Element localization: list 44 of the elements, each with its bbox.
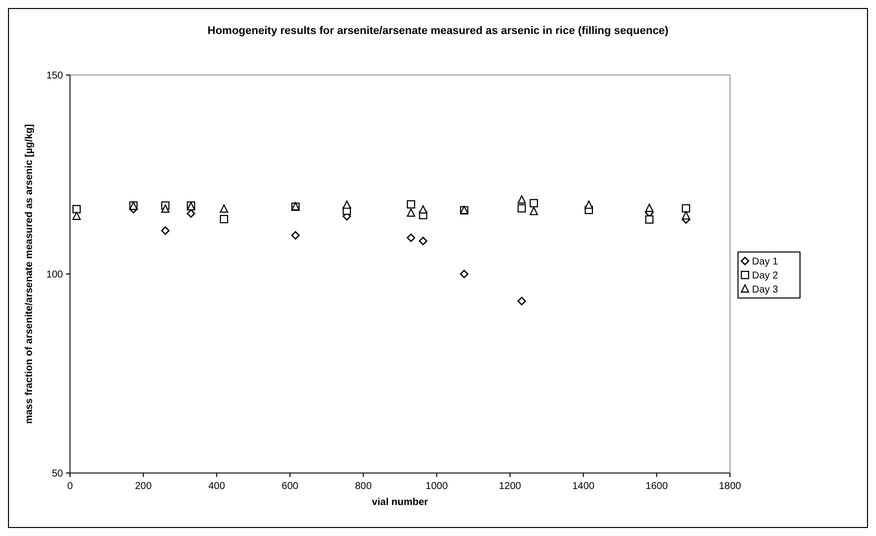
- point: [530, 199, 538, 208]
- legend-label: Day 2: [752, 270, 779, 282]
- point: [161, 204, 170, 213]
- point: [72, 204, 81, 214]
- point: [291, 231, 300, 240]
- x-tick-label: 600: [282, 481, 299, 492]
- point: [406, 208, 416, 217]
- point: [220, 214, 228, 224]
- point: [418, 236, 428, 246]
- legend-label: Day 1: [752, 256, 779, 268]
- y-tick-label: 150: [46, 70, 64, 82]
- point: [418, 205, 428, 214]
- point: [645, 215, 654, 224]
- point: [518, 204, 526, 212]
- point: [517, 296, 526, 306]
- chart-title: Homogeneity results for arsenite/arsenate measured as arsenic in rice (filling sequence): [208, 25, 669, 37]
- x-tick-label: 400: [208, 481, 226, 492]
- point: [584, 200, 593, 209]
- point: [406, 200, 416, 208]
- point: [682, 204, 690, 212]
- x-tick-label: 800: [354, 481, 372, 492]
- point: [682, 211, 690, 220]
- x-tick-label: 200: [134, 481, 152, 492]
- x-axis-title: vial number: [372, 497, 428, 508]
- x-tick-label: 1200: [498, 481, 522, 492]
- x-tick-label: 0: [67, 481, 74, 492]
- point: [342, 200, 351, 209]
- point: [460, 270, 468, 278]
- point: [406, 234, 416, 242]
- y-axis-title: mass fraction of arsenite/arsenate measured as arsenic [µg/kg]: [24, 124, 35, 424]
- legend-label: Day 3: [752, 284, 779, 296]
- point: [186, 209, 196, 218]
- point: [220, 204, 228, 213]
- point: [518, 195, 526, 204]
- x-tick-label: 1600: [646, 481, 668, 492]
- point: [645, 204, 654, 212]
- point: [530, 206, 538, 216]
- y-tick-label: 50: [52, 468, 64, 480]
- point: [72, 212, 81, 220]
- x-tick-label: 1800: [718, 481, 742, 492]
- x-tick-label: 1000: [426, 481, 448, 492]
- y-tick-label: 100: [46, 270, 64, 280]
- x-tick-label: 1400: [572, 481, 595, 492]
- point: [161, 226, 170, 235]
